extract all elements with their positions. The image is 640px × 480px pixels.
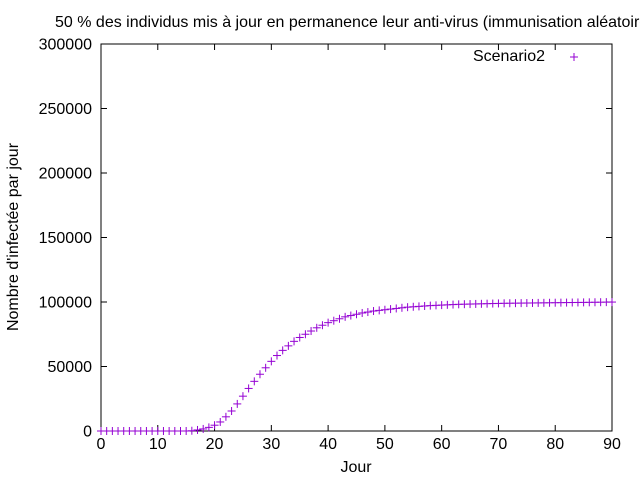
x-tick-label: 90 (603, 436, 621, 453)
y-tick-label: 250000 (39, 101, 92, 118)
data-point (204, 423, 213, 432)
x-tick-label: 20 (206, 436, 224, 453)
legend-label: Scenario2 (473, 48, 545, 65)
x-tick-label: 50 (376, 436, 394, 453)
data-point (363, 308, 372, 317)
data-point (312, 323, 321, 332)
data-point (392, 304, 401, 313)
y-tick-label: 0 (83, 424, 92, 441)
data-point (329, 316, 338, 325)
data-point (261, 363, 270, 372)
data-point (193, 425, 202, 434)
x-tick-label: 40 (319, 436, 337, 453)
chart-title: 50 % des individus mis à jour en permane… (55, 14, 640, 31)
y-axis-label: Nombre d'infectée par jour (5, 142, 22, 331)
y-tick-label: 150000 (39, 230, 92, 247)
legend-marker (570, 53, 578, 61)
x-tick-label: 80 (546, 436, 564, 453)
data-point (386, 305, 395, 314)
legend: Scenario2 (473, 48, 578, 65)
data-point (238, 392, 247, 401)
data-point (221, 412, 230, 421)
data-point (318, 321, 327, 330)
x-tick-label: 0 (97, 436, 106, 453)
data-point (608, 298, 616, 307)
data-point (250, 377, 259, 386)
data-point (284, 341, 293, 350)
data-point (375, 306, 384, 315)
data-point (227, 407, 236, 416)
y-tick-label: 100000 (39, 295, 92, 312)
data-point (290, 337, 299, 346)
data-point (380, 305, 389, 314)
legend-plus-marker (570, 53, 578, 61)
data-point (267, 357, 276, 366)
data-point (210, 421, 219, 430)
data-point (233, 399, 242, 408)
data-series (97, 298, 616, 435)
x-axis: 0 10 20 30 40 50 60 70 80 90 (97, 44, 621, 453)
x-tick-label: 70 (490, 436, 508, 453)
data-point (199, 424, 208, 433)
y-axis: 0 50000 100000 150000 200000 250000 300000 (39, 37, 612, 441)
data-point (358, 308, 367, 317)
data-point (301, 330, 310, 339)
data-point (324, 318, 333, 327)
x-axis-label: Jour (340, 459, 372, 476)
x-tick-label: 10 (149, 436, 167, 453)
data-point (346, 311, 355, 320)
data-point (307, 327, 316, 336)
y-tick-label: 200000 (39, 166, 92, 183)
data-point (335, 314, 344, 323)
y-tick-label: 50000 (48, 359, 93, 376)
data-point (341, 312, 350, 321)
x-tick-label: 60 (433, 436, 451, 453)
y-tick-label: 300000 (39, 37, 92, 54)
data-point (278, 346, 287, 355)
data-point (187, 426, 196, 435)
data-point (244, 384, 253, 393)
data-point (273, 351, 282, 360)
data-point (352, 310, 361, 319)
x-tick-label: 30 (262, 436, 280, 453)
data-point (295, 333, 304, 342)
data-point (216, 417, 225, 426)
data-point (255, 370, 264, 379)
plot-frame (100, 43, 613, 432)
data-point (397, 303, 406, 312)
data-point (369, 307, 378, 316)
